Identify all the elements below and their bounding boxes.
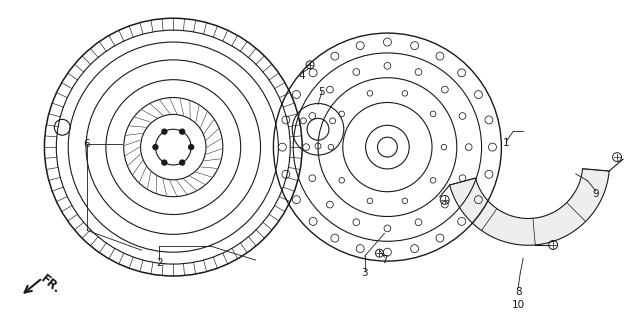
- Circle shape: [162, 129, 167, 134]
- Text: 8: 8: [515, 287, 522, 297]
- Text: 7: 7: [381, 255, 388, 265]
- Circle shape: [189, 145, 194, 150]
- Text: 6: 6: [84, 139, 90, 149]
- Text: 2: 2: [156, 258, 163, 268]
- Circle shape: [180, 160, 185, 165]
- Text: 3: 3: [362, 268, 368, 278]
- Text: 1: 1: [503, 138, 509, 148]
- Text: 10: 10: [512, 300, 525, 310]
- Text: 5: 5: [319, 86, 325, 97]
- Circle shape: [162, 160, 167, 165]
- Text: FR.: FR.: [38, 272, 63, 296]
- Circle shape: [180, 129, 185, 134]
- Circle shape: [153, 145, 158, 150]
- Text: 4: 4: [299, 71, 305, 81]
- Text: 9: 9: [592, 189, 599, 199]
- Polygon shape: [450, 169, 609, 245]
